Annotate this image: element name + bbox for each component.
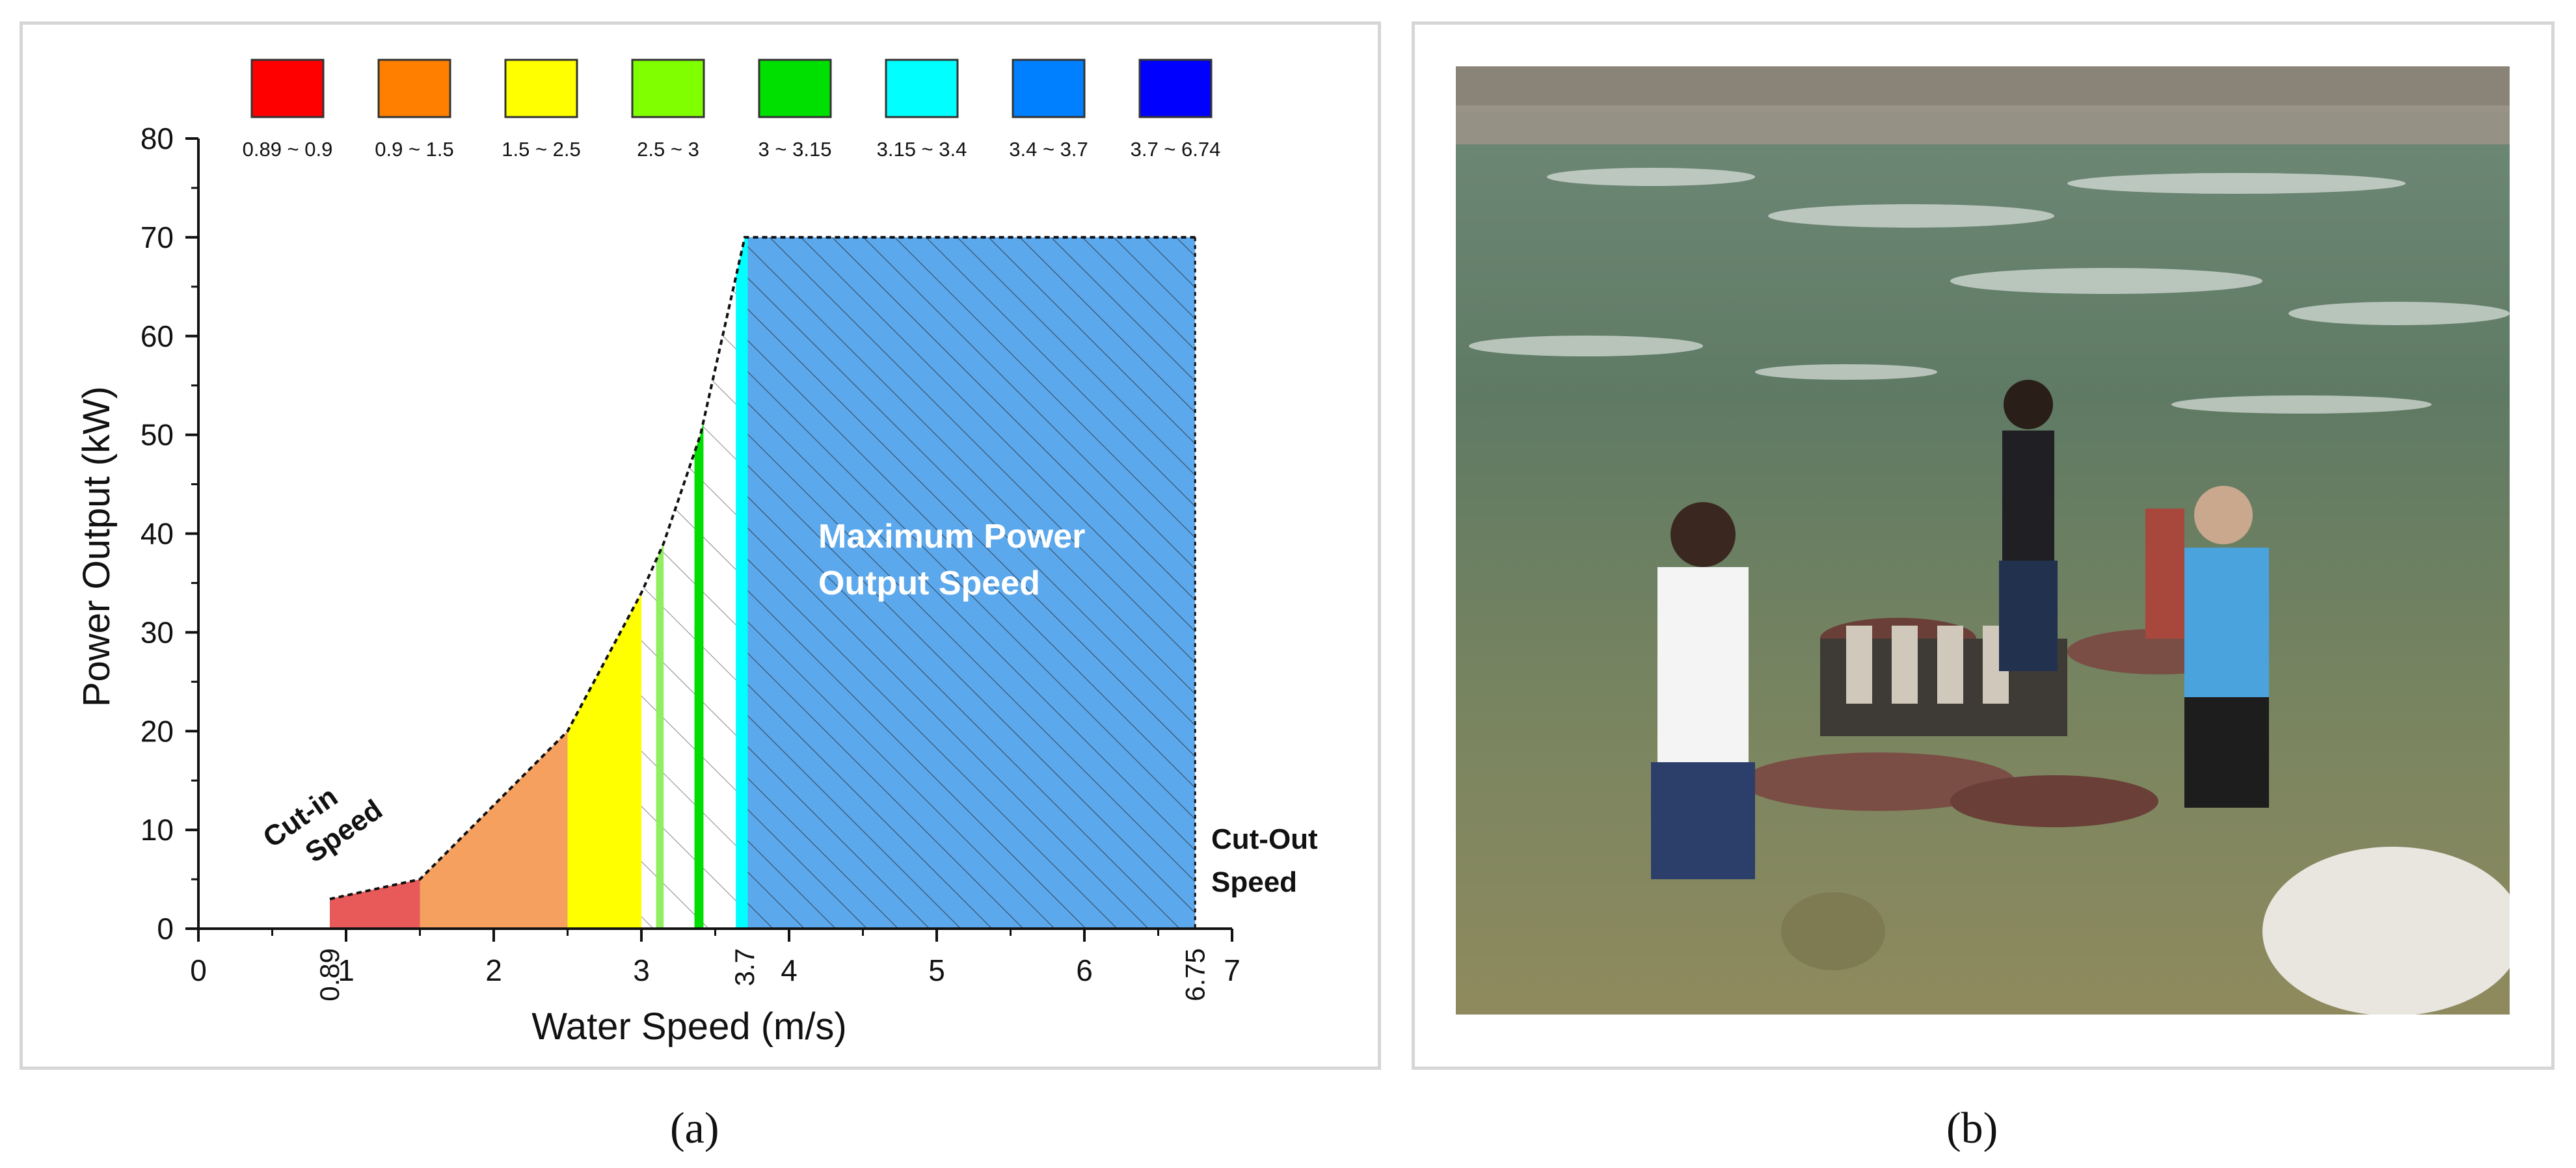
- speed-regions: [330, 237, 1196, 929]
- speed-region-1: [420, 731, 568, 929]
- x-rotated-label: 3.7: [729, 948, 760, 986]
- x-tick-label: 5: [928, 953, 945, 987]
- x-rotated-label: 6.75: [1179, 948, 1210, 1002]
- x-tick-label: 0: [190, 953, 207, 987]
- y-tick-label: 70: [141, 220, 174, 254]
- speed-region-0: [330, 879, 420, 929]
- legend-swatch: [758, 59, 832, 118]
- legend-label: 3 ~ 3.15: [758, 138, 832, 161]
- y-tick-label: 10: [141, 813, 174, 847]
- y-tick-label: 20: [141, 714, 174, 748]
- chart-annotations: Cut-inSpeed Cut-Out Speed Maximum Power Outp…: [258, 518, 1318, 898]
- x-tick-label: 7: [1224, 953, 1241, 987]
- legend-swatch: [377, 59, 451, 118]
- speed-region-2: [567, 592, 641, 929]
- legend-label: 1.5 ~ 2.5: [502, 138, 581, 161]
- cut-in-label: Cut-inSpeed: [258, 763, 388, 884]
- x-tick-label: 1: [338, 953, 355, 987]
- y-tick-label: 30: [141, 615, 174, 649]
- power-curve: [329, 235, 1196, 929]
- x-rotated-label: 0.89: [314, 948, 345, 1002]
- legend-label: 2.5 ~ 3: [637, 138, 699, 161]
- hatched-max-region: [747, 237, 1196, 929]
- legend-swatch: [1138, 59, 1213, 118]
- y-tick-label: 60: [141, 319, 174, 353]
- speed-band-1: [694, 421, 704, 929]
- x-tick-label: 6: [1076, 953, 1093, 987]
- river-turbine-photo: [1456, 66, 2510, 1015]
- speed-band-0: [656, 543, 664, 929]
- y-axis-title: Power Output (kW): [75, 386, 118, 707]
- y-tick-label: 0: [157, 912, 174, 946]
- max-power-label: Maximum Power Output Speed: [818, 518, 1085, 602]
- legend-swatch: [885, 59, 959, 118]
- x-tick-label: 4: [781, 953, 798, 987]
- legend-swatch: [631, 59, 705, 118]
- y-tick-label: 40: [141, 517, 174, 551]
- y-tick-label: 80: [141, 122, 174, 155]
- legend-label: 0.9 ~ 1.5: [375, 138, 454, 161]
- speed-band-2: [736, 237, 748, 929]
- chart-legend: 0.89 ~ 0.9 0.9 ~ 1.5 1.5 ~ 2.5 2.5 ~ 3 3 ~ 3…: [243, 59, 1221, 161]
- x-tick-label: 3: [633, 953, 650, 987]
- power-curve-line: [329, 235, 1196, 901]
- y-tick-label: 50: [141, 418, 174, 452]
- cut-out-label: Cut-Out Speed: [1211, 823, 1318, 898]
- legend-label: 3.15 ~ 3.4: [877, 138, 967, 161]
- panel-a-label: (a): [670, 1103, 719, 1152]
- panel-b-label: (b): [1946, 1103, 1998, 1152]
- x-tick-label: 2: [485, 953, 502, 987]
- x-axis-title: Water Speed (m/s): [531, 1005, 847, 1048]
- legend-label: 3.7 ~ 6.74: [1131, 138, 1221, 161]
- legend-swatch: [250, 59, 325, 118]
- legend-swatch: [504, 59, 578, 118]
- legend-label: 0.89 ~ 0.9: [243, 138, 333, 161]
- legend-swatch: [1012, 59, 1086, 118]
- legend-label: 3.4 ~ 3.7: [1009, 138, 1088, 161]
